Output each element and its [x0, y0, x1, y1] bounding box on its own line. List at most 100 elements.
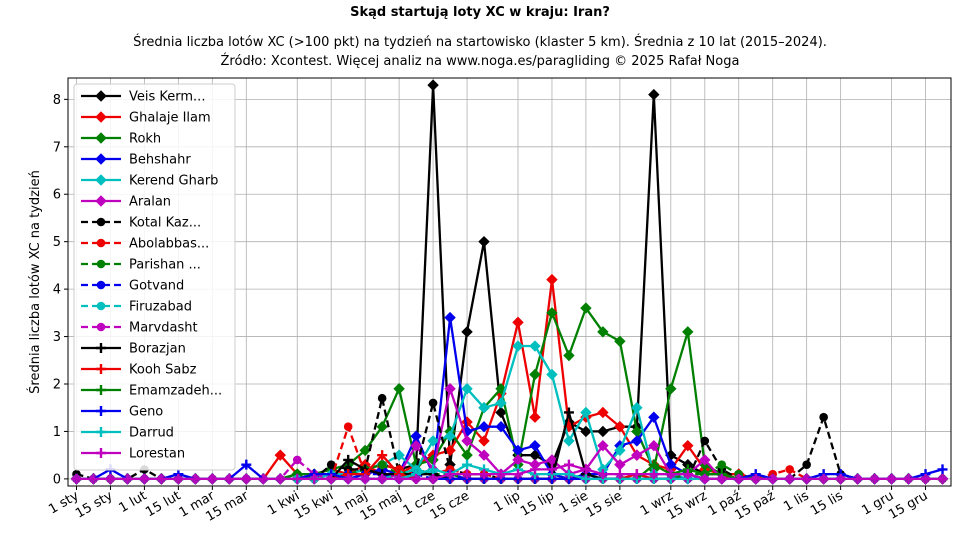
data-point — [819, 412, 828, 422]
data-point — [410, 439, 422, 452]
data-point — [614, 444, 626, 457]
data-point — [444, 430, 456, 442]
data-point — [309, 473, 320, 484]
data-point — [224, 473, 235, 484]
legend-label: Veis Kerm... — [129, 90, 205, 105]
data-point — [478, 402, 490, 414]
x-tick-label: 15 kwi — [292, 488, 336, 522]
data-point — [343, 454, 354, 465]
data-point — [614, 335, 626, 348]
x-tick-label: 15 lis — [808, 488, 846, 518]
legend-entry: Rokh — [81, 132, 161, 147]
data-point — [444, 444, 456, 457]
plot-frame — [67, 77, 952, 487]
legend-entry: Kotal Kaz... — [81, 216, 201, 231]
chart-title: Skąd startują loty XC w kraju: Iran? — [350, 5, 610, 20]
y-tick-label: 7 — [53, 140, 61, 155]
chart-subtitle-line1: Średnia liczba lotów XC (>100 pkt) na ty… — [133, 34, 827, 50]
legend-label: Emamzadeh... — [129, 384, 222, 399]
data-point — [682, 439, 694, 452]
data-point — [275, 473, 286, 484]
data-point — [546, 464, 557, 475]
x-tick-label: 15 sie — [584, 488, 625, 521]
data-point — [580, 464, 591, 475]
data-point — [173, 473, 184, 484]
data-point — [546, 307, 558, 319]
y-tick-label: 4 — [53, 283, 61, 298]
data-point — [292, 473, 303, 484]
data-point — [512, 340, 524, 352]
data-point — [462, 459, 473, 470]
data-point — [445, 469, 456, 480]
y-tick-label: 1 — [53, 425, 61, 440]
data-point — [479, 469, 490, 480]
data-point — [393, 449, 405, 461]
data-point — [648, 439, 660, 452]
data-point — [733, 473, 744, 484]
data-point — [377, 450, 388, 461]
legend-entry: Darrud — [81, 426, 174, 441]
legend-label: Behshahr — [129, 153, 191, 168]
legend-entry: Borazjan — [81, 342, 186, 357]
data-point — [96, 259, 106, 269]
y-tick-label: 3 — [53, 330, 61, 345]
data-point — [95, 195, 107, 207]
data-point — [495, 397, 507, 409]
data-point — [95, 90, 107, 102]
data-point — [869, 473, 880, 484]
y-tick-label: 5 — [53, 235, 61, 250]
data-point — [444, 383, 456, 395]
data-point — [937, 473, 948, 484]
legend-entry: Aralan — [81, 195, 171, 210]
legend-label: Geno — [129, 405, 163, 420]
data-point — [393, 383, 405, 395]
x-tick-label: 1 lip — [491, 488, 523, 515]
legend-label: Borazjan — [129, 342, 186, 357]
data-point — [496, 469, 507, 480]
data-point — [631, 449, 643, 461]
data-point — [258, 473, 269, 484]
data-point — [190, 473, 201, 484]
data-point — [359, 444, 371, 457]
data-point — [326, 473, 337, 484]
legend-entry: Emamzadeh... — [81, 384, 222, 399]
data-point — [394, 473, 405, 484]
data-point — [376, 420, 388, 433]
data-point — [461, 326, 473, 338]
legend-entry: Parishan ... — [81, 258, 201, 273]
data-point — [444, 311, 456, 324]
legend-entry: Kerend Gharb — [81, 174, 218, 189]
data-point — [597, 439, 609, 452]
series-lines — [70, 79, 949, 485]
data-point — [563, 407, 574, 418]
data-point — [580, 406, 592, 419]
data-point — [699, 454, 711, 466]
data-point — [580, 302, 592, 314]
data-point — [597, 326, 609, 338]
legend-entry: Behshahr — [81, 153, 191, 168]
data-point — [462, 469, 473, 480]
data-point — [207, 473, 218, 484]
data-point — [156, 473, 167, 484]
data-point — [665, 469, 676, 480]
data-point — [139, 473, 150, 484]
x-tick-label: 1 lis — [781, 488, 812, 514]
data-point — [886, 473, 897, 484]
data-point — [410, 430, 422, 442]
legend-entry: Abolabbas... — [81, 237, 209, 252]
data-point — [716, 473, 727, 484]
data-point — [580, 425, 592, 438]
data-point — [563, 469, 574, 480]
series-17 — [71, 459, 948, 484]
data-point — [377, 460, 387, 469]
legend-label: Gotvand — [129, 279, 184, 294]
data-point — [529, 439, 541, 452]
data-point — [428, 473, 439, 484]
legend-entry: Marvdasht — [81, 321, 198, 336]
y-axis-label: Średnia liczba lotów XC na tydzień — [27, 170, 43, 394]
data-point — [700, 436, 710, 446]
legend: Veis Kerm... Ghalaje Ilam Rokh Behshahr Kere… — [73, 83, 236, 471]
data-point — [767, 473, 778, 484]
